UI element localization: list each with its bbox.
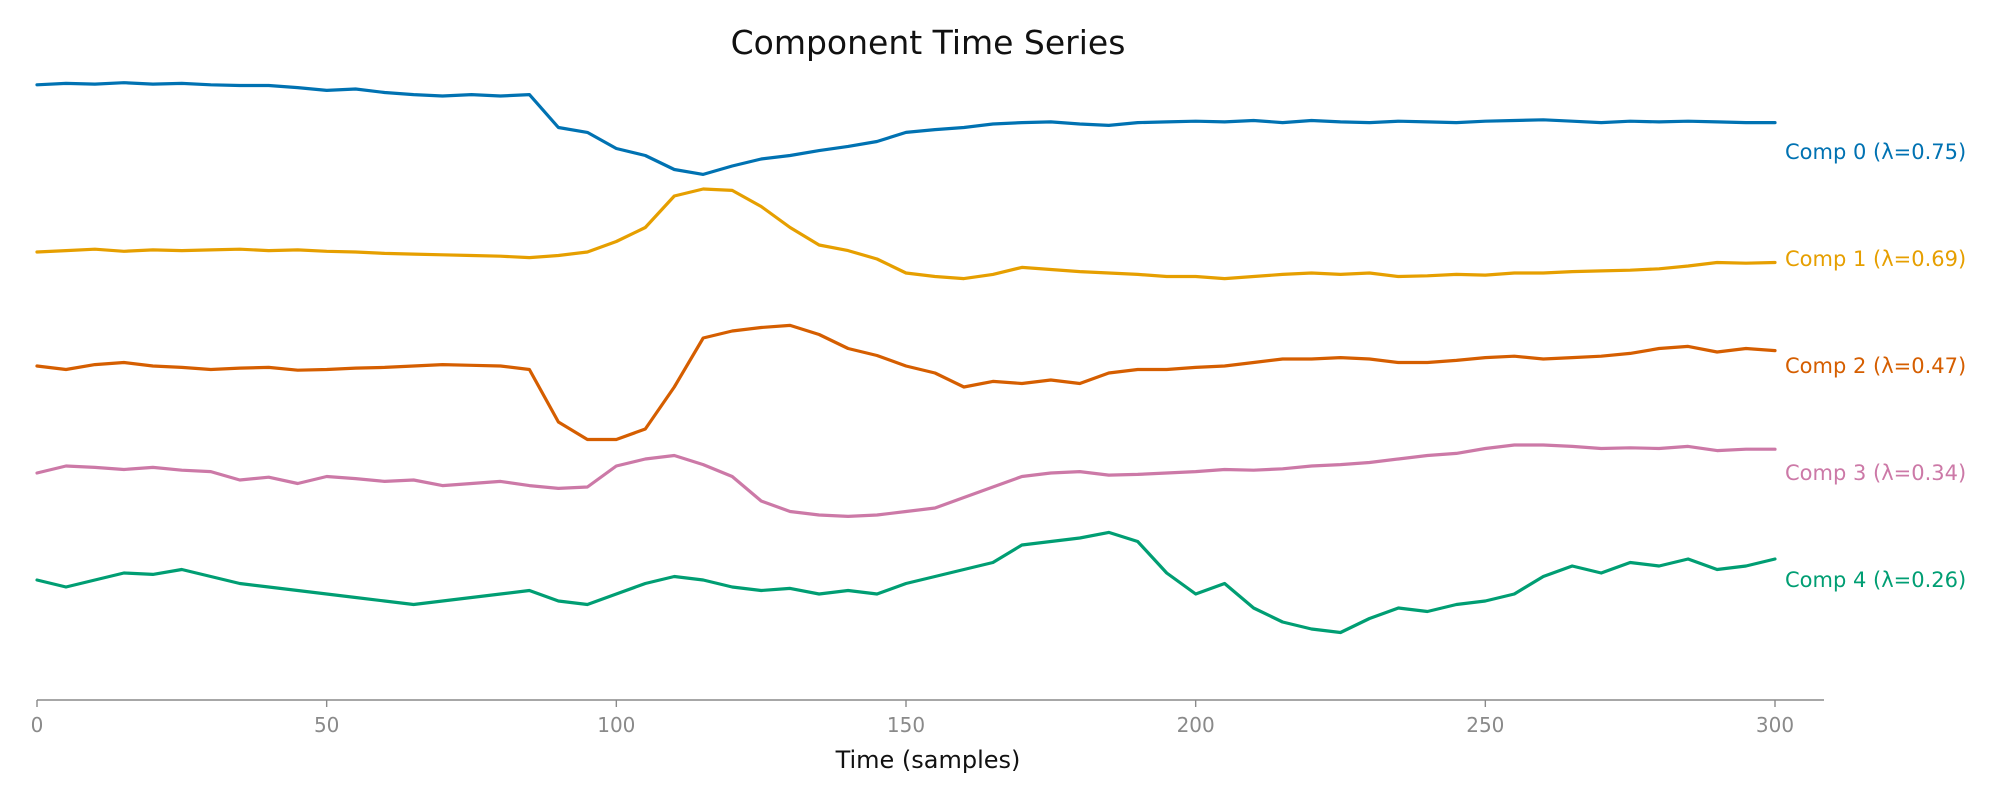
x-tick-label: 100 xyxy=(597,713,635,737)
x-tick-label: 200 xyxy=(1177,713,1215,737)
x-tick-label: 0 xyxy=(31,713,44,737)
series-label-comp-1: Comp 1 (λ=0.69) xyxy=(1785,247,1966,271)
series-label-comp-0: Comp 0 (λ=0.75) xyxy=(1785,140,1966,164)
series-label-comp-3: Comp 3 (λ=0.34) xyxy=(1785,461,1966,485)
x-axis-ticks: 0 50 100 150 200 250 300 xyxy=(31,700,1794,737)
series-line-comp-2 xyxy=(35,323,1777,442)
chart-title: Component Time Series xyxy=(731,23,1126,62)
series-line-comp-3 xyxy=(35,443,1777,518)
series-line-comp-1 xyxy=(35,187,1777,281)
series-labels: Comp 0 (λ=0.75) Comp 1 (λ=0.69) Comp 2 (λ=… xyxy=(1785,140,1966,592)
x-tick-label: 50 xyxy=(314,713,339,737)
series-line-comp-0 xyxy=(35,81,1777,176)
series-label-comp-2: Comp 2 (λ=0.47) xyxy=(1785,354,1966,378)
x-tick-label: 300 xyxy=(1756,713,1794,737)
series-line-comp-4 xyxy=(35,530,1777,635)
series-layer xyxy=(35,81,1777,635)
x-tick-label: 150 xyxy=(887,713,925,737)
x-axis-label: Time (samples) xyxy=(835,746,1021,774)
x-tick-label: 250 xyxy=(1466,713,1504,737)
series-label-comp-4: Comp 4 (λ=0.26) xyxy=(1785,568,1966,592)
